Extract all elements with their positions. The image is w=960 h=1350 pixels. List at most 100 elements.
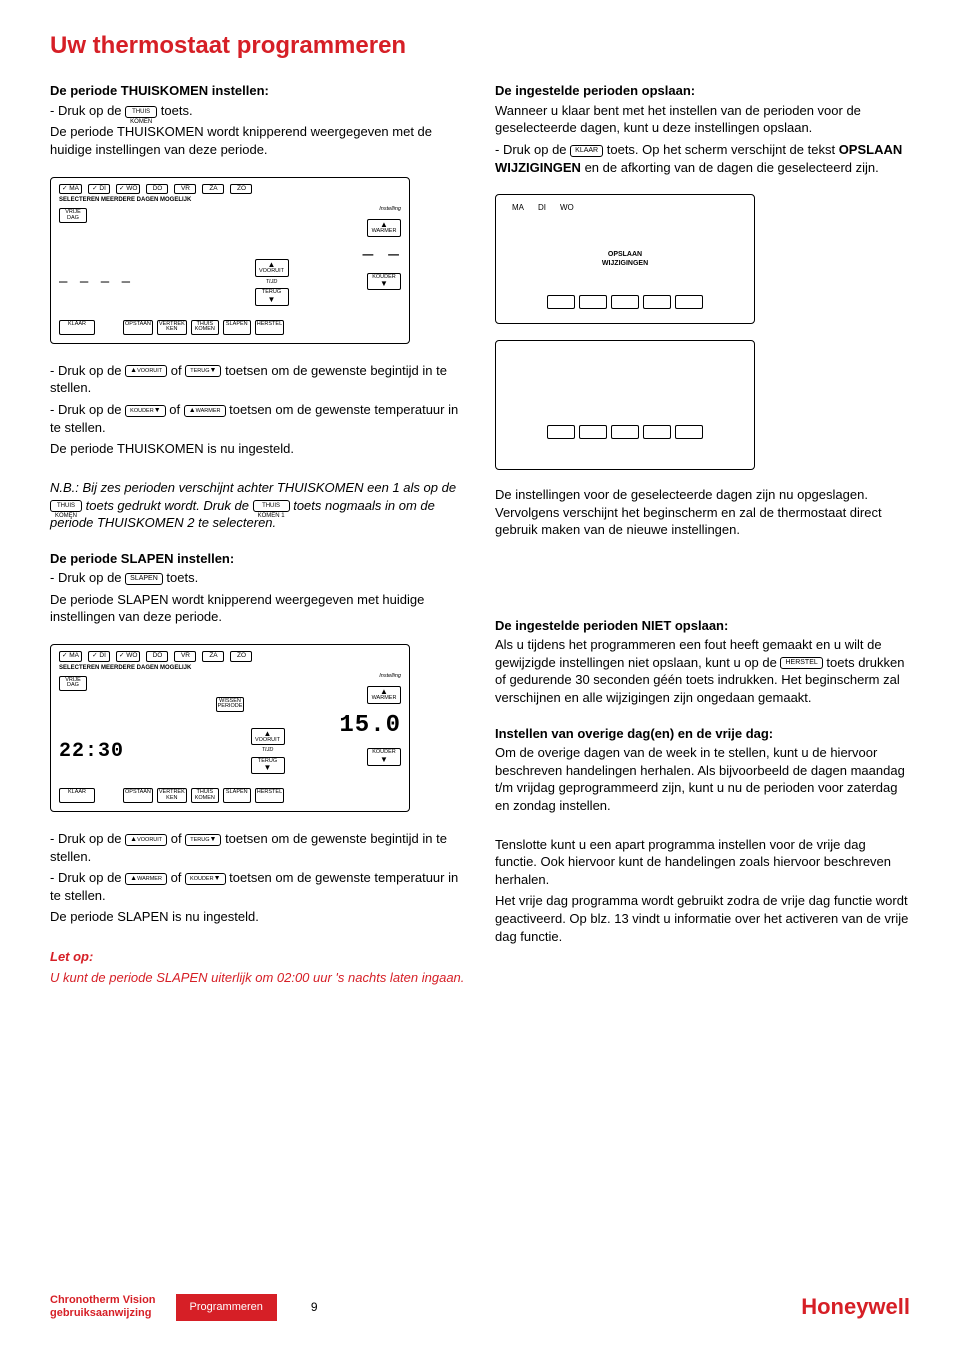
tijd-stack: VOORUIT TIJD TERUG	[237, 259, 307, 305]
day2-za: ZA	[202, 651, 224, 662]
day2-ma: MA	[59, 651, 82, 662]
lcd-dayrow: MA DI WO DO VR ZA ZO	[59, 184, 401, 195]
opslaan-head: De ingestelde perioden opslaan:	[495, 82, 910, 100]
niet-opslaan-p: Als u tijdens het programmeren een fout …	[495, 636, 910, 706]
key-klaar: KLAAR	[570, 145, 603, 157]
bx5	[675, 295, 703, 309]
day-di: DI	[88, 184, 110, 195]
time-display: 22:30	[59, 738, 124, 765]
btn2-klaar: KLAAR	[59, 788, 95, 803]
bx2	[579, 295, 607, 309]
footer-l2: gebruiksaanwijzing	[50, 1307, 156, 1320]
right2-para: De instellingen voor de geselecteerde da…	[495, 486, 910, 539]
bx24	[643, 425, 671, 439]
sstep3: De periode SLAPEN is nu ingesteld.	[50, 908, 465, 926]
small-lcd-opslaan: MA DI WO OPSLAAN WIJZIGINGEN	[495, 194, 755, 324]
sstep1: - Druk op de ▲VOORUIT of TERUG▼ toetsen …	[50, 830, 465, 865]
key-warmer2: ▲WARMER	[125, 873, 167, 885]
key-vooruit2: ▲VOORUIT	[125, 834, 167, 846]
thuiskomen-line2: De periode THUISKOMEN wordt knipperend w…	[50, 123, 465, 158]
thuiskomen-head: De periode THUISKOMEN instellen:	[50, 82, 465, 100]
small-boxes	[504, 295, 746, 309]
instelling-label: Instelling	[379, 206, 401, 213]
thuiskomen-steps: - Druk op de ▲VOORUIT of TERUG▼ toetsen …	[50, 362, 465, 532]
bx25	[675, 425, 703, 439]
sstep2: - Druk op de ▲WARMER of KOUDER▼ toetsen …	[50, 869, 465, 904]
tijd2-label: TIJD	[262, 747, 274, 754]
lcd-subline: SELECTEREN MEERDERE DAGEN MOGELIJK	[59, 196, 401, 204]
lcd-slapen: MA DI WO DO VR ZA ZO SELECTEREN MEERDERE…	[50, 644, 410, 812]
kouder-btn: KOUDER	[367, 273, 401, 291]
section-slapen: De periode SLAPEN instellen: - Druk op d…	[50, 550, 465, 626]
footer-tab: Programmeren	[176, 1294, 277, 1321]
txt: - Druk op de	[50, 103, 125, 118]
slapen-steps: - Druk op de ▲VOORUIT of TERUG▼ toetsen …	[50, 830, 465, 986]
slapen-head: De periode SLAPEN instellen:	[50, 550, 465, 568]
day-zo: ZO	[230, 184, 252, 195]
day2-vr: VR	[174, 651, 196, 662]
day-ma: MA	[59, 184, 82, 195]
day2-di: DI	[88, 651, 110, 662]
key-terug2: TERUG▼	[185, 834, 221, 846]
thuiskomen-line1: - Druk op de THUIS KOMEN toets.	[50, 102, 465, 120]
slapen-line1: - Druk op de SLAPEN toets.	[50, 569, 465, 587]
btn-herstel: HERSTEL	[255, 320, 284, 335]
vrije-dag-btn: VRIJE DAG	[59, 208, 87, 223]
vooruit2-btn: VOORUIT	[251, 728, 285, 746]
btn-thuiskomen: THUIS KOMEN	[191, 320, 219, 335]
wissen-btn: WISSEN PERIODE	[216, 697, 245, 712]
section-niet-opslaan: De ingestelde perioden NIET opslaan: Als…	[495, 617, 910, 707]
day2-do: DO	[146, 651, 168, 662]
footer-left: Chronotherm Vision gebruiksaanwijzing	[50, 1294, 156, 1320]
day2-zo: ZO	[230, 651, 252, 662]
right2-p: De instellingen voor de geselecteerde da…	[495, 486, 910, 539]
key-herstel: HERSTEL	[780, 657, 822, 669]
small-days: MA DI WO	[504, 203, 746, 214]
day-wo: WO	[116, 184, 140, 195]
footer-brand: Honeywell	[801, 1292, 910, 1322]
bx1	[547, 295, 575, 309]
overige-p3: Het vrije dag programma wordt gebruikt z…	[495, 892, 910, 945]
slapen-line2: De periode SLAPEN wordt knipperend weerg…	[50, 591, 465, 626]
bx3	[611, 295, 639, 309]
step2: - Druk op de KOUDER▼ of ▲WARMER toetsen …	[50, 401, 465, 436]
lcd2-bottom-row: KLAAR OPSTAAN VERTREK KEN THUIS KOMEN SL…	[59, 788, 401, 803]
btn2-vertrekken: VERTREK KEN	[157, 788, 187, 803]
btn-vertrekken: VERTREK KEN	[157, 320, 187, 335]
day2-wo: WO	[116, 651, 140, 662]
step3: De periode THUISKOMEN is nu ingesteld.	[50, 440, 465, 458]
lcd-right-stack: Instelling WARMER — — KOUDER	[362, 206, 401, 291]
lcd2-subline: SELECTEREN MEERDERE DAGEN MOGELIJK	[59, 664, 401, 672]
section-overige: Instellen van overige dag(en) en de vrij…	[495, 725, 910, 946]
btn-slapen: SLAPEN	[223, 320, 251, 335]
vrije-dag-btn2: VRIJE DAG	[59, 676, 87, 691]
overige-head: Instellen van overige dag(en) en de vrij…	[495, 725, 910, 743]
txt: toets.	[161, 103, 193, 118]
bx22	[579, 425, 607, 439]
key-slapen: SLAPEN	[125, 573, 163, 585]
warmer2-btn: WARMER	[367, 686, 401, 704]
key-warmer: ▲WARMER	[184, 405, 226, 417]
vooruit-btn: VOORUIT	[255, 259, 289, 277]
warmer-btn: WARMER	[367, 219, 401, 237]
d-wo: WO	[560, 203, 574, 214]
time-dashes: — — — —	[59, 273, 132, 292]
two-column-layout: De periode THUISKOMEN instellen: - Druk …	[50, 82, 910, 1004]
key-thuiskomen-nb: THUIS KOMEN	[50, 500, 82, 512]
lcd2-dayrow: MA DI WO DO VR ZA ZO	[59, 651, 401, 662]
key-kouder2: KOUDER▼	[185, 873, 225, 885]
footer-page: 9	[297, 1299, 318, 1315]
key-vooruit: ▲VOORUIT	[125, 365, 167, 377]
letop-body: U kunt de periode SLAPEN uiterlijk om 02…	[50, 969, 465, 987]
letop-head: Let op:	[50, 948, 465, 966]
btn-opstaan: OPSTAAN	[123, 320, 153, 335]
opslaan-l2: - Druk op de KLAAR toets. Op het scherm …	[495, 141, 910, 176]
terug2-btn: TERUG	[251, 757, 285, 775]
day-vr: VR	[174, 184, 196, 195]
d-di: DI	[538, 203, 546, 214]
day-do: DO	[146, 184, 168, 195]
btn-klaar: KLAAR	[59, 320, 95, 335]
btn2-slapen: SLAPEN	[223, 788, 251, 803]
footer: Chronotherm Vision gebruiksaanwijzing Pr…	[50, 1292, 910, 1322]
temp-display: 15.0	[339, 710, 401, 742]
